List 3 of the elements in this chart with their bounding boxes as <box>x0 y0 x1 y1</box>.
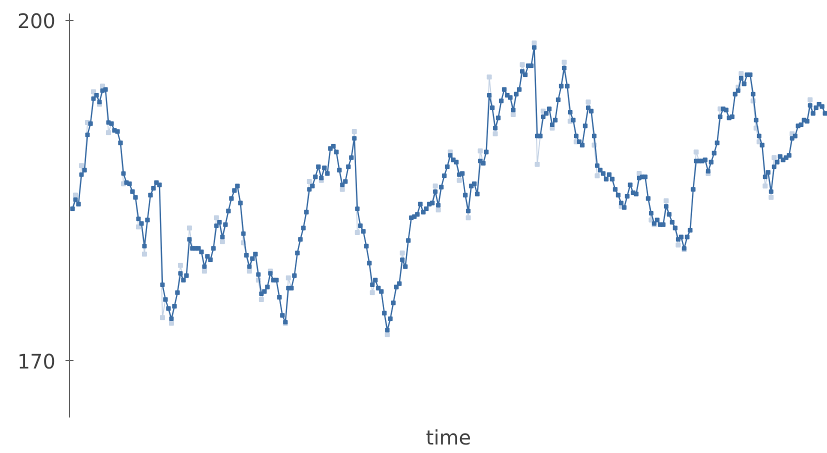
y-tick-label: 170 <box>17 349 56 374</box>
y-tick-label: 200 <box>17 8 56 33</box>
x-axis-title: time <box>426 426 472 450</box>
